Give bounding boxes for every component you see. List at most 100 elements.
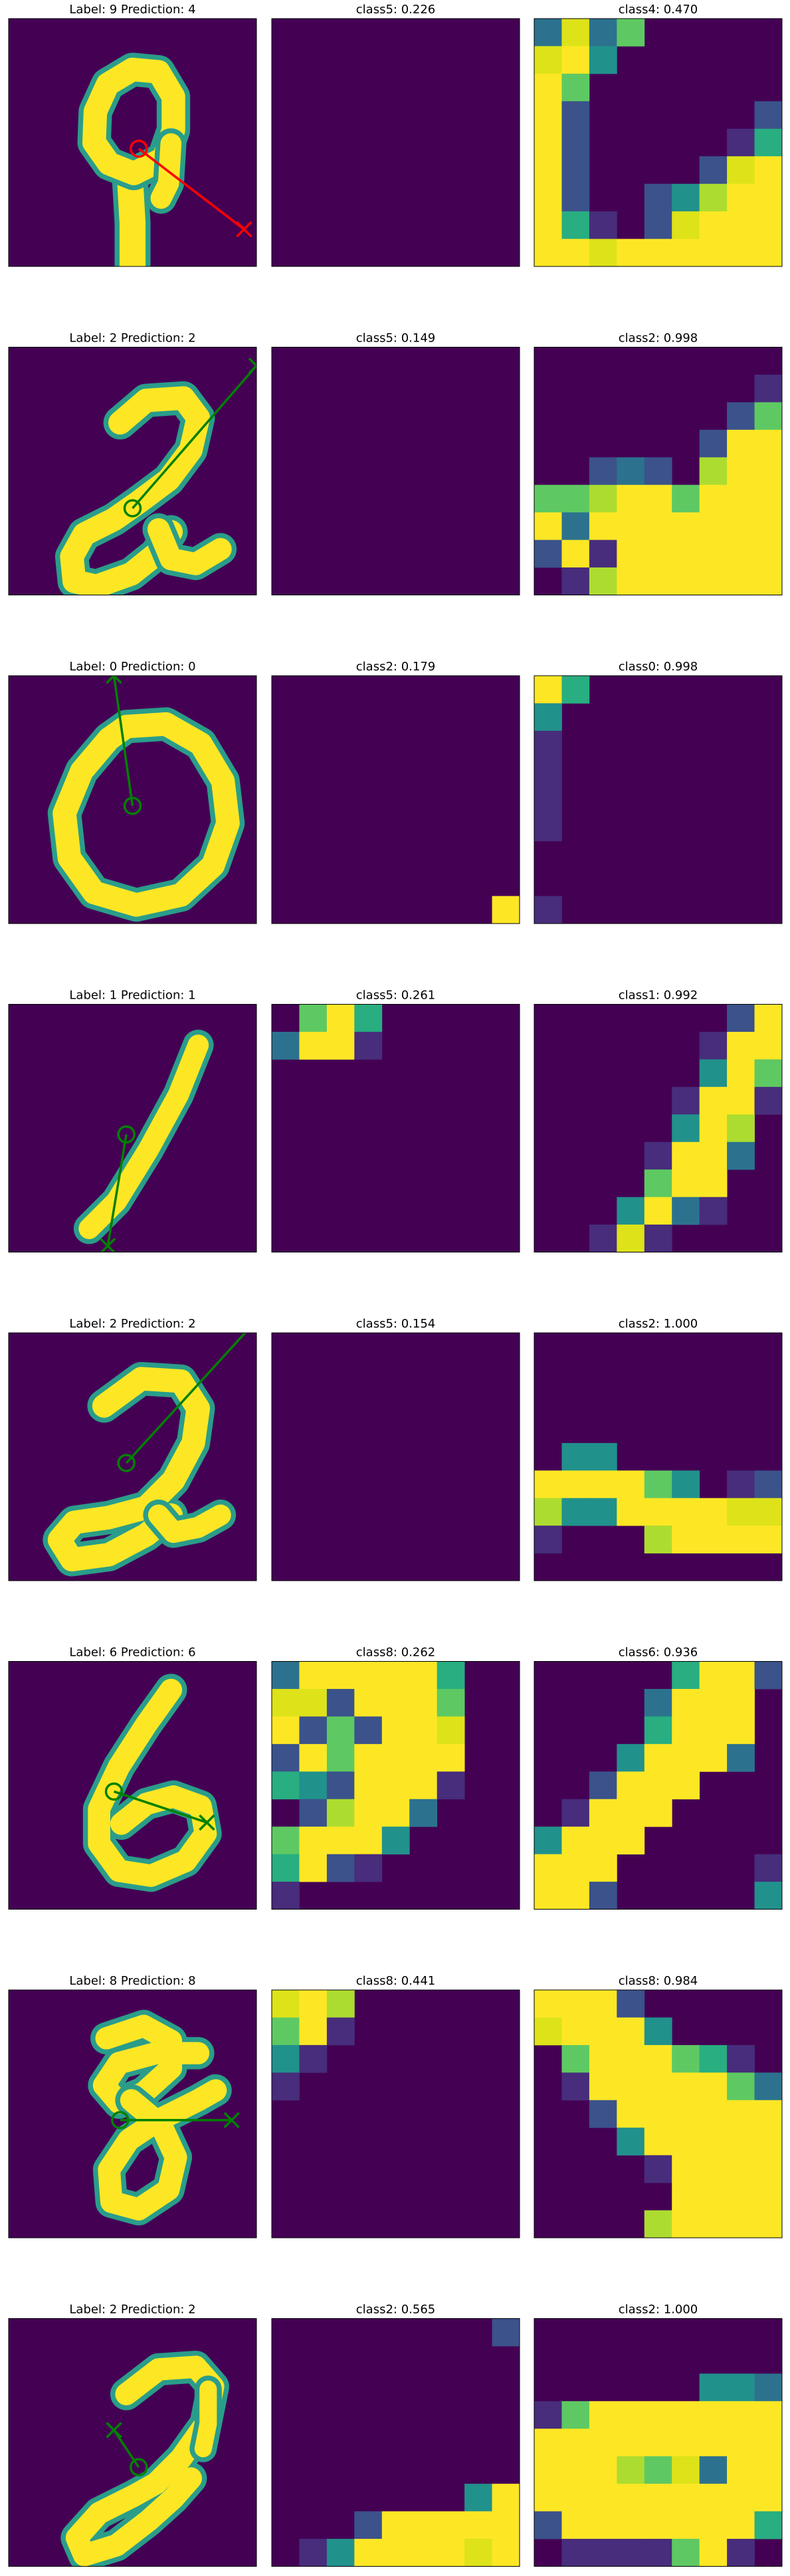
heatmap-cell bbox=[672, 239, 700, 267]
heatmap-cell bbox=[409, 1771, 438, 1800]
heatmap-cell bbox=[534, 156, 562, 185]
heatmap-cell bbox=[437, 1716, 465, 1745]
heatmap-cell bbox=[561, 2044, 590, 2073]
heatmap-cell bbox=[727, 1743, 755, 1772]
heatmap-cell bbox=[534, 758, 562, 787]
digit-stroke bbox=[60, 386, 211, 595]
heatmap-frame bbox=[271, 2318, 520, 2567]
heatmap-background bbox=[272, 19, 520, 266]
heatmap-cell bbox=[699, 2072, 728, 2101]
arrow-end-cross bbox=[223, 2112, 240, 2129]
right-heatmap-title: class1: 0.992 bbox=[619, 989, 698, 1003]
heatmap-cell bbox=[561, 676, 590, 704]
arrow-start-circle bbox=[130, 2458, 148, 2477]
heatmap-cell bbox=[672, 2210, 700, 2238]
heatmap-cell bbox=[272, 1854, 300, 1882]
heatmap-cell bbox=[589, 2072, 617, 2101]
heatmap-cell bbox=[644, 183, 672, 212]
heatmap-cell bbox=[437, 1771, 465, 1800]
digit-stroke bbox=[78, 1035, 209, 1239]
heatmap-cell bbox=[617, 540, 645, 568]
heatmap-cell bbox=[589, 2484, 617, 2512]
heatmap-cell bbox=[589, 19, 617, 47]
heatmap-cell bbox=[644, 484, 672, 513]
heatmap-frame bbox=[534, 1332, 783, 1581]
heatmap-cell bbox=[754, 1470, 783, 1499]
heatmap-cell bbox=[754, 2373, 783, 2402]
heatmap-cell bbox=[589, 2017, 617, 2046]
digit-panel: Label: 2 Prediction: 2 bbox=[8, 2303, 257, 2567]
middle-heatmap-title: class8: 0.262 bbox=[356, 1646, 435, 1660]
heatmap-cell bbox=[272, 1031, 300, 1060]
heatmap-cell bbox=[326, 1743, 355, 1772]
heatmap-cell bbox=[299, 1990, 328, 2018]
heatmap-cell bbox=[409, 2539, 438, 2567]
heatmap-cell bbox=[617, 1225, 645, 1252]
heatmap-cell bbox=[534, 703, 562, 732]
heatmap-cell bbox=[589, 2401, 617, 2429]
heatmap-cell bbox=[617, 2511, 645, 2539]
heatmap-cell bbox=[326, 1771, 355, 1800]
heatmap-cell bbox=[672, 540, 700, 568]
arrow-line bbox=[138, 148, 245, 231]
heatmap-frame bbox=[534, 18, 783, 267]
heatmap-cell bbox=[754, 1854, 783, 1882]
right-heatmap-title: class2: 1.000 bbox=[619, 2303, 698, 2317]
heatmap-cell bbox=[672, 2511, 700, 2539]
arrow-end-cross bbox=[99, 1237, 116, 1252]
heatmap-frame bbox=[534, 347, 783, 595]
heatmap-cell bbox=[727, 457, 755, 486]
heatmap-cell bbox=[727, 2100, 755, 2128]
heatmap-cell bbox=[644, 2072, 672, 2101]
digit-stroke bbox=[150, 133, 182, 209]
heatmap-cell bbox=[589, 2456, 617, 2484]
heatmap-cell bbox=[617, 457, 645, 486]
attention-arrow bbox=[130, 140, 252, 238]
heatmap-cell bbox=[272, 2072, 300, 2101]
heatmap-cell bbox=[589, 512, 617, 541]
heatmap-cell bbox=[534, 484, 562, 513]
heatmap-cell bbox=[381, 2511, 410, 2539]
heatmap-cell bbox=[699, 2044, 728, 2073]
arrow-end-cross bbox=[236, 221, 252, 238]
heatmap-cell bbox=[699, 1743, 728, 1772]
heatmap-cell bbox=[534, 239, 562, 267]
heatmap-cell bbox=[326, 1688, 355, 1717]
digit-stroke bbox=[194, 2380, 217, 2458]
heatmap-cell bbox=[672, 2456, 700, 2484]
heatmap-cell bbox=[534, 676, 562, 704]
digit-panel: Label: 1 Prediction: 1 bbox=[8, 989, 257, 1252]
heatmap-cell bbox=[492, 2318, 520, 2347]
heatmap-cell bbox=[326, 1990, 355, 2018]
heatmap-cell bbox=[672, 1716, 700, 1745]
heatmap-cell bbox=[561, 1470, 590, 1499]
arrow-end-cross bbox=[248, 357, 256, 374]
heatmap-cell bbox=[699, 1141, 728, 1170]
digit-panel: Label: 2 Prediction: 2 bbox=[8, 1317, 257, 1581]
heatmap-cell bbox=[272, 1716, 300, 1745]
heatmap-cell bbox=[644, 2484, 672, 2512]
heatmap-cell bbox=[644, 567, 672, 595]
heatmap-cell bbox=[354, 1854, 383, 1882]
heatmap-cell bbox=[326, 2539, 355, 2567]
heatmap-cell bbox=[381, 1661, 410, 1690]
heatmap-cell bbox=[699, 211, 728, 239]
right-heatmap-panel: class2: 0.998 bbox=[534, 332, 783, 595]
heatmap-cell bbox=[754, 2155, 783, 2183]
digit-panel-title: Label: 2 Prediction: 2 bbox=[69, 2303, 195, 2317]
heatmap-cell bbox=[299, 2539, 328, 2567]
heatmap-cell bbox=[561, 2539, 590, 2567]
heatmap-cell bbox=[561, 239, 590, 267]
heatmap-frame bbox=[271, 1661, 520, 1910]
heatmap-cell bbox=[534, 785, 562, 814]
heatmap-cell bbox=[409, 1716, 438, 1745]
heatmap-cell bbox=[409, 1799, 438, 1827]
heatmap-cell bbox=[589, 540, 617, 568]
heatmap-cell bbox=[754, 101, 783, 130]
digit-stroke bbox=[148, 1504, 231, 1543]
digit-panel-frame bbox=[8, 675, 257, 924]
heatmap-cell bbox=[754, 1882, 783, 1910]
heatmap-cell bbox=[727, 2072, 755, 2101]
heatmap-cell bbox=[326, 1799, 355, 1827]
heatmap-cell bbox=[699, 2428, 728, 2457]
